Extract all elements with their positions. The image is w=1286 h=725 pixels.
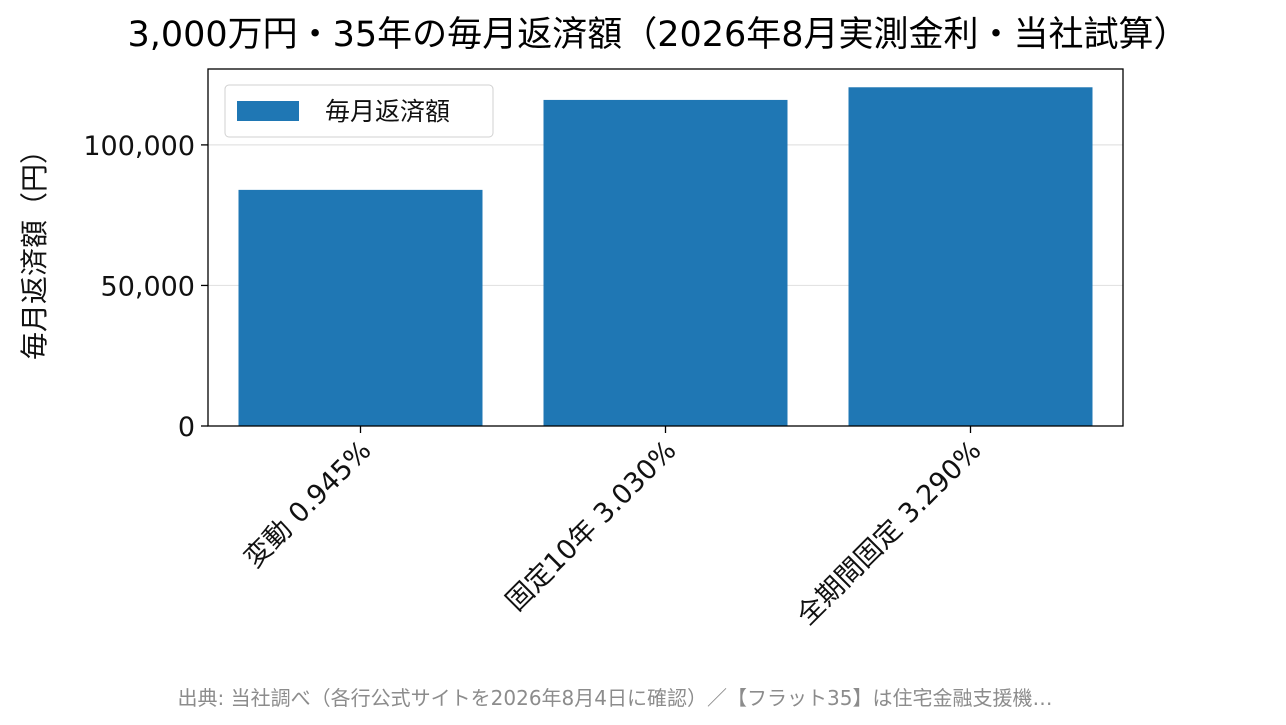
legend-swatch bbox=[237, 101, 299, 121]
legend: 毎月返済額 bbox=[224, 84, 494, 138]
bar bbox=[543, 99, 788, 426]
y-tick-label: 0 bbox=[178, 412, 195, 443]
y-axis: 0 50,000 100,000 bbox=[83, 131, 208, 443]
bar bbox=[238, 189, 483, 426]
bar bbox=[848, 87, 1093, 426]
x-tick-label: 全期間固定 3.290% bbox=[791, 435, 987, 631]
legend-frame bbox=[224, 84, 494, 138]
x-axis: 変動 0.945% 固定10年 3.030% 全期間固定 3.290% bbox=[238, 426, 987, 631]
y-tick-label: 50,000 bbox=[101, 271, 195, 302]
chart-title: 3,000万円・35年の毎月返済額（2026年8月実測金利・当社試算） bbox=[127, 15, 1188, 55]
source-footnote: 出典: 当社調べ（各行公式サイトを2026年8月4日に確認）／【フラット35】は… bbox=[177, 686, 1053, 710]
y-axis-label: 毎月返済額（円） bbox=[18, 136, 51, 360]
x-tick-label: 変動 0.945% bbox=[238, 435, 377, 574]
legend-label: 毎月返済額 bbox=[325, 97, 450, 126]
y-tick-label: 100,000 bbox=[83, 131, 195, 162]
bars bbox=[238, 87, 1093, 426]
x-tick-label: 固定10年 3.030% bbox=[500, 435, 682, 617]
